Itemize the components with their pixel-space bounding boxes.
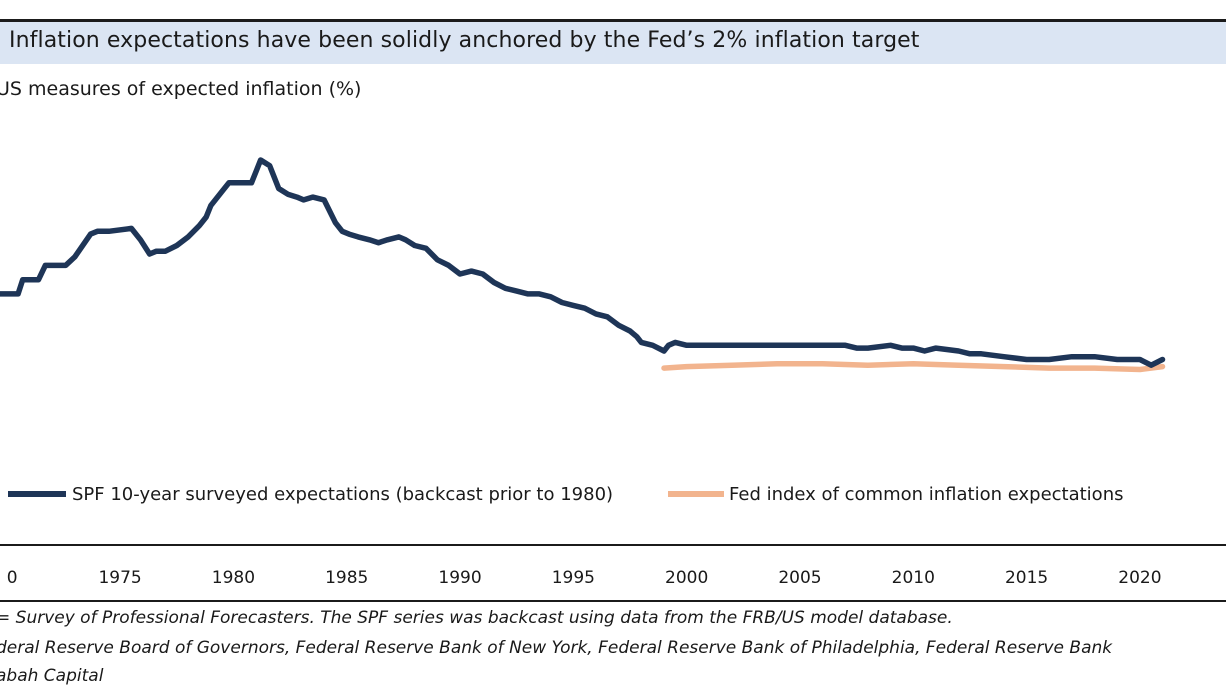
title-band: [0, 22, 1226, 64]
series-line-fed: [661, 361, 1166, 373]
x-tick-label: 1975: [98, 568, 141, 588]
x-tick-label: 1995: [552, 568, 595, 588]
x-axis-ticks: 0 1975 1980 1985 1990 1995 2000 2005 2010 2015 202…: [7, 568, 1162, 588]
x-tick-label: 2000: [665, 568, 708, 588]
x-tick-label: 1980: [212, 568, 255, 588]
top-rule: [0, 19, 1226, 22]
chart-subtitle: US measures of expected inflation (%): [0, 78, 362, 100]
x-tick-label: 2010: [892, 568, 935, 588]
x-tick-label: 2005: [778, 568, 821, 588]
legend-label-spf: SPF 10-year surveyed expectations (backc…: [72, 484, 613, 505]
x-tick-label: 0: [7, 568, 18, 588]
series-line-spf: [0, 157, 1166, 368]
line-chart: 0 1975 1980 1985 1990 1995 2000 2005 2010 2015 202…: [0, 157, 1226, 588]
chart-title: Inflation expectations have been solidly…: [9, 28, 920, 53]
legend-label-fed: Fed index of common inflation expectatio…: [729, 484, 1123, 505]
source-note-continued: abah Capital: [0, 666, 104, 686]
bottom-rule: [0, 600, 1226, 602]
x-tick-label: 1985: [325, 568, 368, 588]
legend: SPF 10-year surveyed expectations (backc…: [8, 484, 1123, 505]
x-tick-label: 2015: [1005, 568, 1048, 588]
x-tick-label: 2020: [1118, 568, 1161, 588]
source-note: deral Reserve Board of Governors, Federa…: [0, 638, 1113, 658]
x-tick-label: 1990: [438, 568, 481, 588]
series-lines: [0, 157, 1166, 373]
footnote: = Survey of Professional Forecasters. Th…: [0, 608, 953, 628]
